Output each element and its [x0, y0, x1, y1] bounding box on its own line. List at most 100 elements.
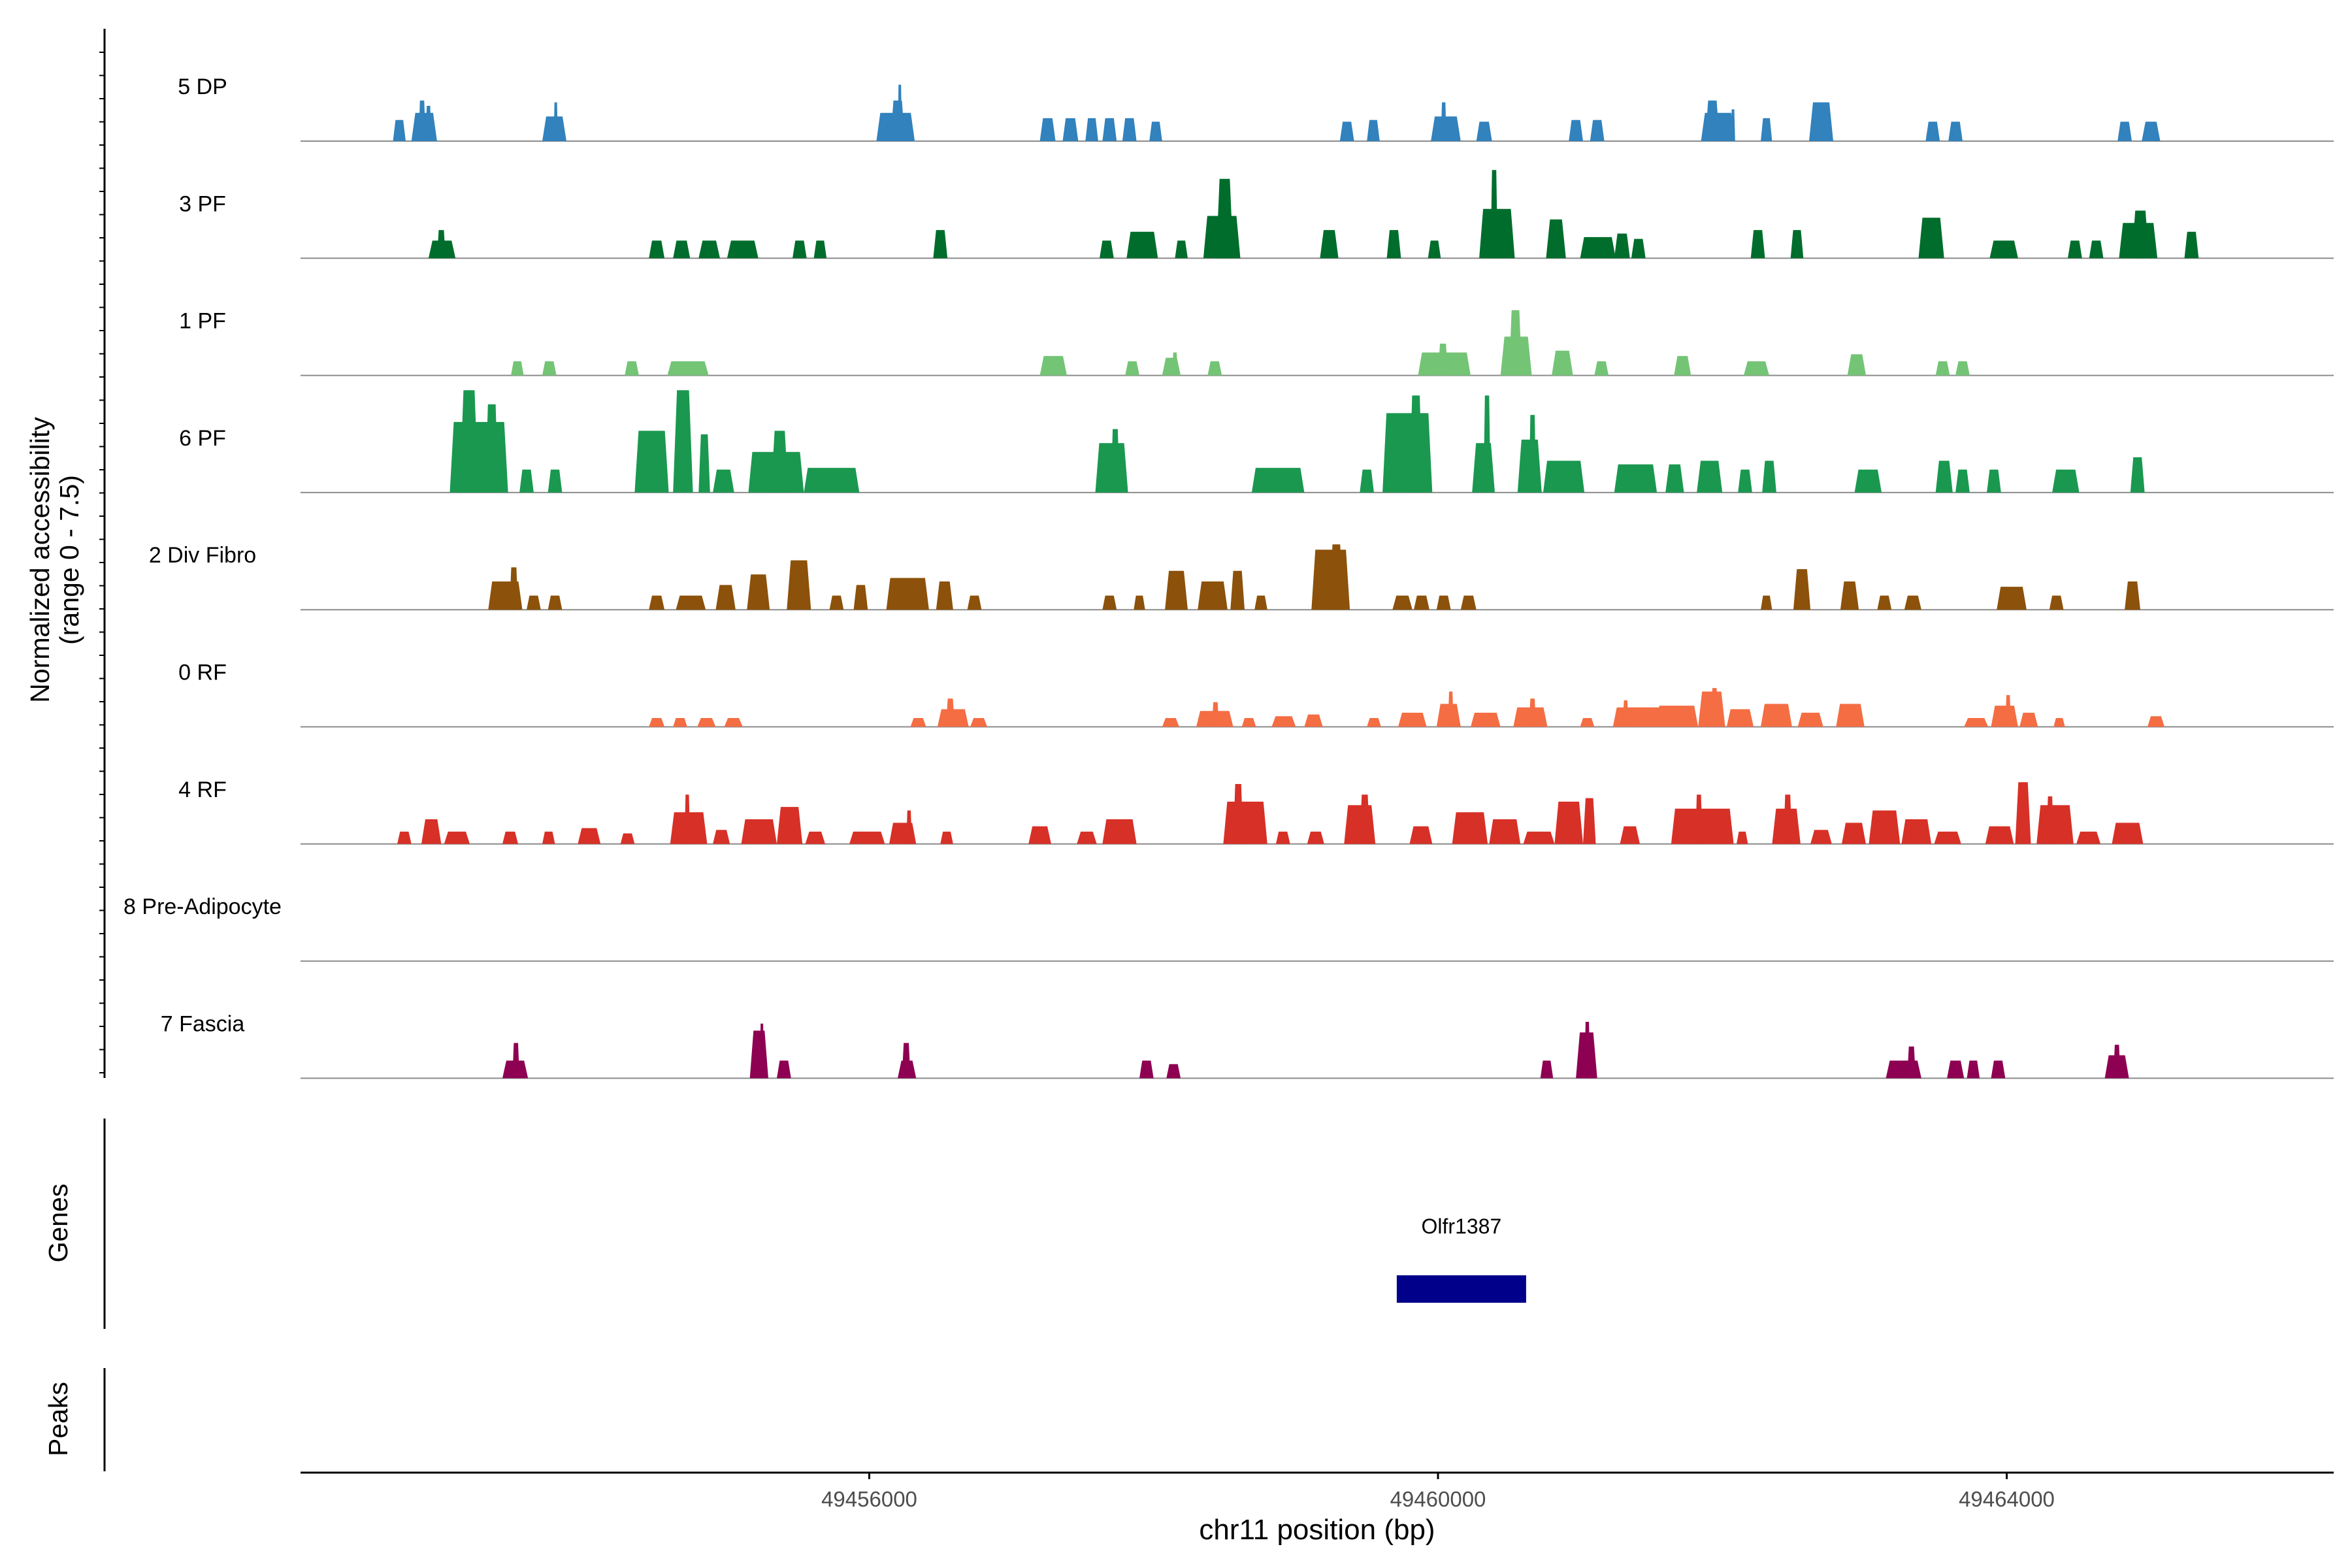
coverage-peak: [1489, 819, 1521, 844]
coverage-peak: [940, 831, 953, 844]
coverage-peak: [547, 595, 563, 610]
x-tick-label: 49456000: [821, 1487, 917, 1511]
coverage-peak: [829, 595, 844, 610]
coverage-peak: [2112, 823, 2144, 844]
coverage-peak: [502, 831, 518, 844]
coverage-peak: [1452, 812, 1488, 844]
coverage-peak: [1529, 698, 1537, 727]
track-3-pf: 3 PF: [179, 170, 2334, 259]
coverage-peak: [1886, 1060, 1921, 1079]
coverage-peak: [684, 794, 691, 844]
coverage-peak: [418, 100, 426, 141]
coverage-peak: [1062, 118, 1079, 141]
coverage-peak: [787, 560, 811, 610]
coverage-peak: [1172, 352, 1178, 376]
coverage-peak: [1991, 1060, 2006, 1079]
coverage-peak: [1985, 826, 2014, 844]
coverage-peak: [2036, 805, 2074, 844]
coverage-peak: [1367, 120, 1380, 141]
coverage-peak: [1955, 361, 1970, 376]
track-label: 1 PF: [179, 309, 226, 334]
gene-track: Olfr1387: [1396, 1215, 1526, 1303]
coverage-peak: [1964, 718, 1989, 727]
coverage-peak: [667, 361, 709, 376]
coverage-peak: [2125, 581, 2140, 610]
coverage-peak: [902, 1043, 911, 1079]
coverage-peak: [1705, 100, 1720, 141]
coverage-peak: [1307, 831, 1324, 844]
coverage-peak: [1590, 120, 1605, 141]
coverage-peak: [1761, 704, 1792, 727]
coverage-peak: [1207, 361, 1222, 376]
coverage-peak: [1251, 468, 1305, 493]
coverage-peak: [1509, 310, 1522, 376]
coverage-peak: [542, 361, 557, 376]
coverage-peak: [2015, 782, 2031, 844]
coverage-peak: [1028, 826, 1051, 844]
coverage-peak: [1472, 443, 1495, 493]
track-label: 5 DP: [178, 74, 227, 99]
coverage-peak: [1622, 700, 1629, 727]
coverage-peak: [1925, 122, 1940, 141]
x-tick-label: 49464000: [1959, 1487, 2055, 1511]
coverage-peak: [1934, 831, 1961, 844]
coverage-peak: [1409, 826, 1433, 844]
y-axis-range-label: (range 0 - 7.5): [54, 475, 84, 645]
coverage-peak: [1948, 122, 1963, 141]
coverage-peak: [1111, 429, 1120, 493]
coverage-peak: [649, 595, 665, 610]
coverage-peak: [792, 240, 807, 259]
coverage-peak: [1797, 712, 1823, 727]
coverage-peak: [1614, 464, 1658, 493]
coverage-peak: [1762, 461, 1776, 493]
coverage-peak: [1761, 595, 1772, 610]
coverage-peak: [1330, 544, 1343, 610]
coverage-peak: [1212, 702, 1219, 727]
coverage-peak: [1392, 595, 1413, 610]
coverage-peak: [759, 1023, 764, 1079]
coverage-peak: [1339, 122, 1354, 141]
coverage-peak: [741, 819, 777, 844]
coverage-peak: [1987, 469, 2001, 493]
coverage-peak: [1039, 118, 1056, 141]
track-label: 4 RF: [178, 777, 227, 802]
peaks-panel-label: Peaks: [43, 1382, 73, 1456]
track-4-rf: 4 RF: [178, 777, 2334, 845]
coverage-peak: [724, 718, 743, 727]
coverage-peak: [1809, 102, 1833, 141]
coverage-peak: [2068, 240, 2082, 259]
coverage-peak: [2142, 122, 2161, 141]
accessibility-axis-ticks: [99, 52, 105, 1073]
coverage-peak: [1935, 461, 1953, 493]
coverage-peak: [697, 718, 716, 727]
coverage-peak: [1436, 595, 1451, 610]
coverage-peak: [449, 421, 508, 493]
coverage-peak: [1320, 230, 1339, 259]
coverage-peak: [1543, 461, 1585, 493]
coverage-peak: [1360, 794, 1370, 844]
coverage-peak: [436, 230, 446, 259]
coverage-peak: [1738, 469, 1752, 493]
coverage-peak: [634, 431, 669, 493]
coverage-peak: [1102, 819, 1137, 844]
track-label: 2 Div Fibro: [149, 543, 256, 568]
coverage-peak: [2005, 694, 2011, 727]
track-5-dp: 5 DP: [178, 74, 2334, 142]
coverage-peak: [1989, 240, 2018, 259]
coverage-peak: [1344, 805, 1376, 844]
coverage-peak: [1726, 709, 1754, 727]
coverage-peak: [2046, 796, 2054, 844]
accessibility-tracks: 5 DP 3 PF 1 PF 6 PF 2 Div Fibro 0 RF 4 RF 8 Pre…: [123, 74, 2334, 1079]
coverage-peak: [425, 106, 432, 141]
coverage-peak: [1241, 718, 1256, 727]
coverage-peak: [1869, 810, 1901, 844]
coverage-peak: [1441, 102, 1446, 141]
coverage-peak: [1583, 798, 1596, 844]
coverage-peak: [771, 431, 789, 493]
coverage-peak: [1483, 395, 1491, 493]
coverage-peak: [1100, 240, 1114, 259]
coverage-peak: [578, 828, 601, 844]
coverage-peak: [1918, 218, 1944, 259]
coverage-peak: [849, 831, 885, 844]
